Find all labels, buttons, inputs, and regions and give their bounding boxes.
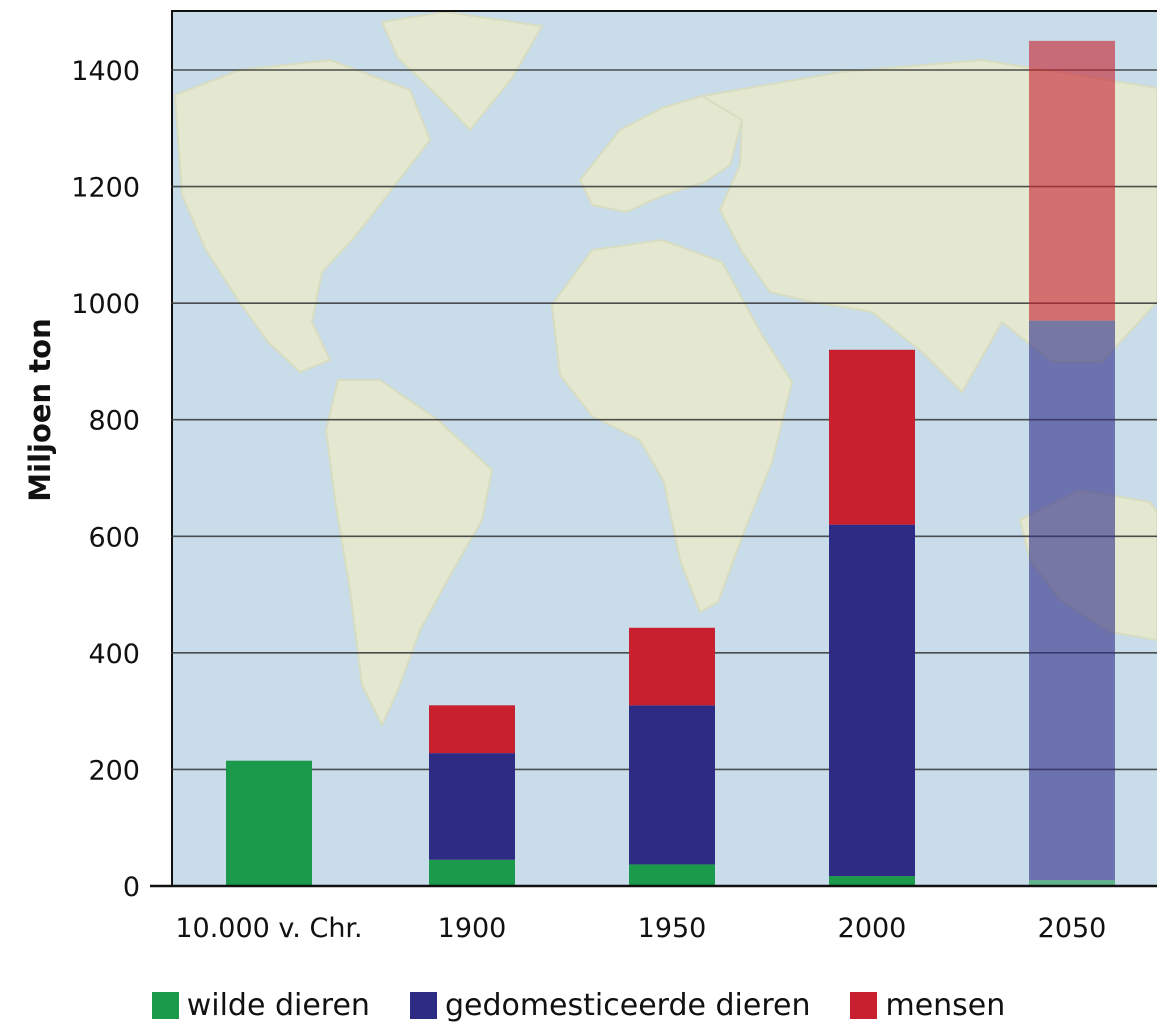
legend-item-gedomesticeerde-dieren: gedomesticeerde dieren <box>409 987 811 1023</box>
y-axis-title: Miljoen ton <box>23 318 57 501</box>
y-tick-1200: 1200 <box>71 173 140 204</box>
bar-2050-wilde-dieren <box>1029 880 1115 886</box>
y-tick-labels: 0 200 400 600 800 1000 1200 1400 <box>71 56 140 903</box>
legend: wilde dieren gedomesticeerde dieren mens… <box>0 983 1157 1027</box>
bar-2050-gedomesticeerde-dieren <box>1029 320 1115 881</box>
legend-swatch-mensen <box>850 991 878 1019</box>
x-tick-labels: 10.000 v. Chr. 1900 1950 2000 2050 <box>175 913 1106 944</box>
y-tick-1400: 1400 <box>71 56 140 87</box>
legend-swatch-gedomesticeerde-dieren <box>409 991 437 1019</box>
y-tick-1000: 1000 <box>71 289 140 320</box>
bar-1950-wilde-dieren <box>629 864 715 886</box>
map-background <box>171 10 1157 887</box>
y-tick-400: 400 <box>88 639 140 670</box>
north-america-shape <box>173 58 432 374</box>
chart: 0 200 400 600 800 1000 1200 1400 10.000 v. Chr.… <box>23 10 1157 944</box>
bar-1900-gedomesticeerde-dieren <box>429 753 515 860</box>
x-tick-1950: 1950 <box>638 913 707 944</box>
legend-swatch-wilde-dieren <box>151 991 179 1019</box>
greenland-shape <box>380 10 544 132</box>
legend-item-wilde-dieren: wilde dieren <box>151 987 370 1023</box>
legend-label-wilde-dieren: wilde dieren <box>186 987 370 1023</box>
bar-2000-gedomesticeerde-dieren <box>829 524 915 877</box>
legend-item-mensen: mensen <box>850 988 1005 1023</box>
bars <box>226 40 1115 886</box>
y-tick-0: 0 <box>123 872 140 903</box>
y-tick-800: 800 <box>88 406 140 437</box>
y-tick-600: 600 <box>88 522 140 553</box>
south-america-shape <box>324 379 494 728</box>
x-tick-2050: 2050 <box>1038 913 1107 944</box>
legend-label-mensen: mensen <box>885 987 1006 1023</box>
x-tick-10-000-v-chr: 10.000 v. Chr. <box>175 913 362 944</box>
bar-1950-mensen <box>629 627 715 706</box>
y-tick-200: 200 <box>88 755 140 786</box>
bar-2050-mensen <box>1029 40 1115 321</box>
bar-1900-mensen <box>429 705 515 754</box>
europe-shape <box>578 94 744 214</box>
africa-shape <box>550 238 794 614</box>
x-tick-1900: 1900 <box>438 913 507 944</box>
bar-1900-wilde-dieren <box>429 859 515 886</box>
bar-2000-mensen <box>829 349 915 525</box>
bar-10-000-v-chr-wilde-dieren <box>226 760 312 886</box>
legend-label-gedomesticeerde-dieren: gedomesticeerde dieren <box>444 987 811 1023</box>
bar-2000-wilde-dieren <box>829 876 915 886</box>
bar-1950-gedomesticeerde-dieren <box>629 705 715 865</box>
x-tick-2000: 2000 <box>838 913 907 944</box>
